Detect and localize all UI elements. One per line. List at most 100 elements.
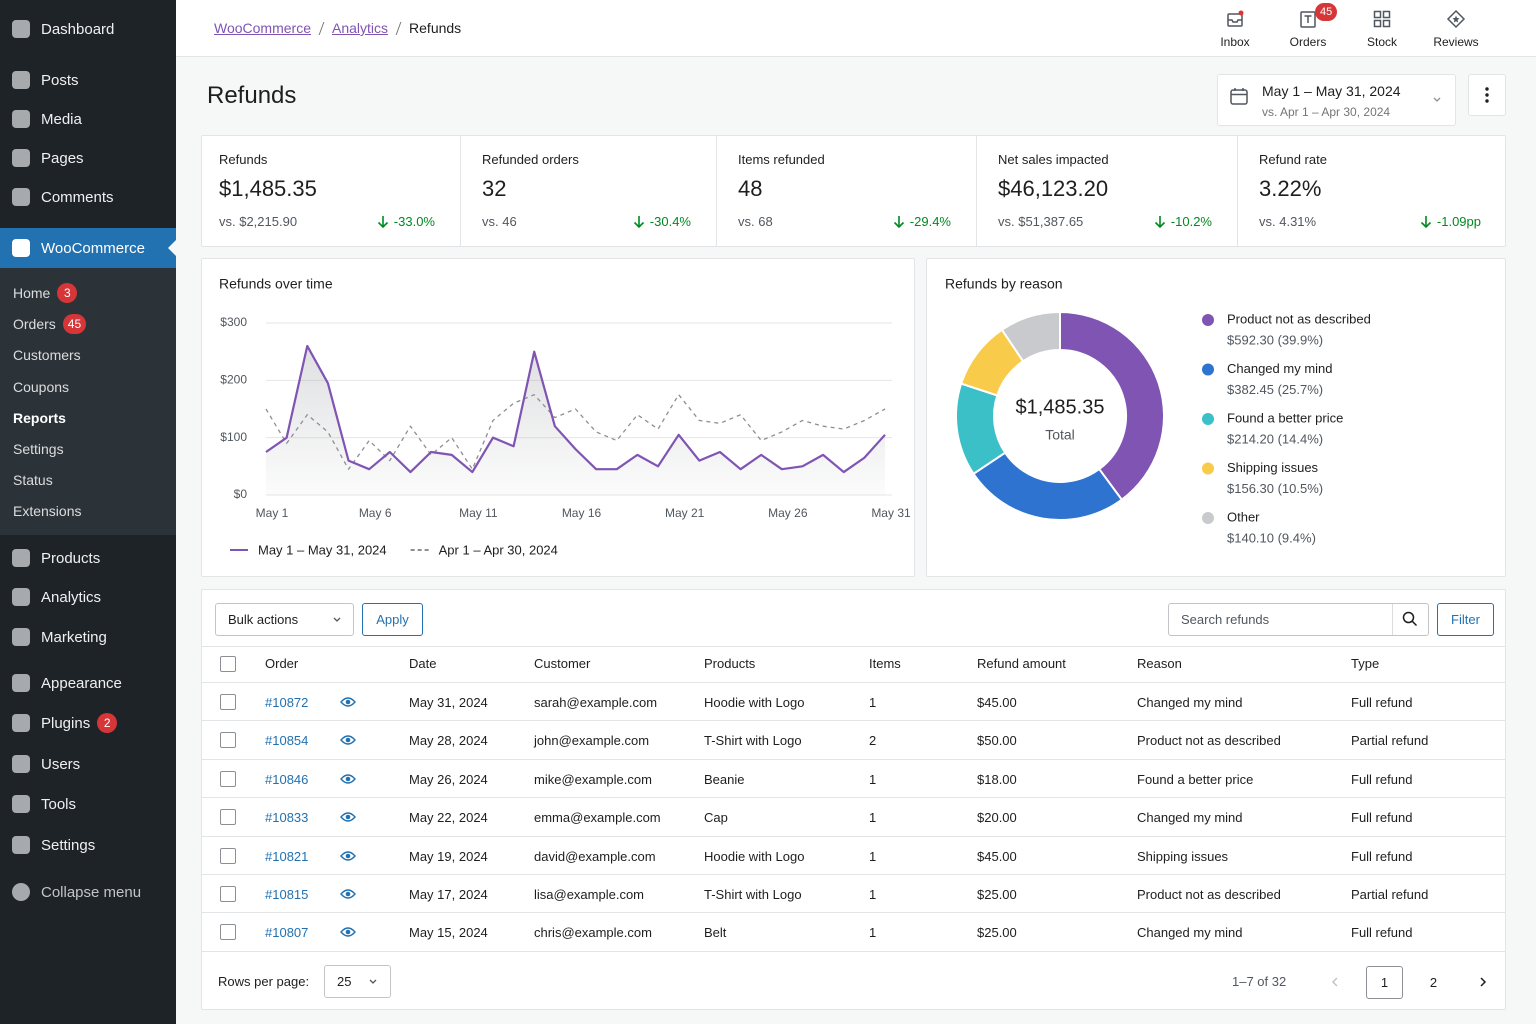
- rows-per-page-select[interactable]: 25: [324, 965, 391, 998]
- header-action[interactable]: Stock: [1347, 0, 1417, 56]
- menu-icon: [12, 755, 30, 773]
- menu-item[interactable]: Tools: [0, 784, 176, 824]
- menu-item[interactable]: Marketing: [0, 617, 176, 657]
- more-button[interactable]: [1468, 74, 1506, 116]
- breadcrumb-link[interactable]: WooCommerce: [214, 20, 311, 36]
- view-icon[interactable]: [340, 773, 356, 785]
- header-action[interactable]: Reviews: [1421, 0, 1491, 56]
- menu-label: Plugins: [41, 714, 91, 732]
- order-link[interactable]: #10833: [265, 810, 309, 826]
- page-button[interactable]: 2: [1415, 966, 1452, 999]
- table-cell: $50.00: [977, 733, 1017, 749]
- kpi-delta: -33.0%: [377, 214, 435, 229]
- date-picker[interactable]: May 1 – May 31, 2024 vs. Apr 1 – Apr 30,…: [1217, 74, 1456, 126]
- table-cell: Shipping issues: [1137, 848, 1229, 864]
- order-link[interactable]: #10807: [265, 925, 309, 941]
- menu-item[interactable]: Status: [0, 465, 176, 496]
- menu-icon: [12, 714, 30, 732]
- search-input[interactable]: Search refunds: [1168, 603, 1429, 636]
- checkbox[interactable]: [220, 656, 236, 672]
- menu-item[interactable]: Products: [0, 538, 176, 578]
- checkbox[interactable]: [220, 886, 236, 902]
- menu-item[interactable]: Extensions: [0, 496, 176, 527]
- table-row: [202, 683, 1505, 722]
- menu-item[interactable]: Settings: [0, 825, 176, 865]
- menu-label: Posts: [41, 71, 79, 89]
- column-header: Reason: [1137, 656, 1182, 671]
- menu-label: Status: [13, 472, 53, 488]
- apply-button[interactable]: Apply: [362, 603, 423, 636]
- menu-item[interactable]: Settings: [0, 434, 176, 465]
- menu-item[interactable]: Users: [0, 744, 176, 784]
- checkbox[interactable]: [220, 847, 236, 864]
- order-link[interactable]: #10872: [265, 695, 309, 710]
- menu-item[interactable]: Posts: [0, 60, 176, 100]
- view-icon[interactable]: [340, 696, 356, 708]
- page-button[interactable]: 1: [1366, 966, 1403, 999]
- table-cell: 1: [869, 887, 877, 902]
- checkbox[interactable]: [220, 770, 236, 787]
- checkbox[interactable]: [220, 694, 236, 710]
- view-icon[interactable]: [340, 850, 356, 862]
- kpi-compare: vs. 46: [482, 214, 517, 229]
- menu-item[interactable]: Pages: [0, 138, 176, 178]
- checkbox[interactable]: [220, 809, 236, 826]
- table-row: [202, 913, 1505, 952]
- menu-item[interactable]: Home 3: [0, 278, 176, 309]
- breadcrumb-link[interactable]: Analytics: [332, 20, 389, 36]
- order-link[interactable]: #10815: [265, 887, 309, 902]
- menu-icon: [12, 628, 30, 646]
- view-icon[interactable]: [340, 811, 356, 823]
- sidebar: Dashboard Posts Media Pages Comments WooComme…: [0, 0, 176, 1024]
- menu-item[interactable]: Collapse menu: [0, 874, 176, 910]
- view-icon[interactable]: [340, 926, 356, 938]
- menu-item[interactable]: Dashboard: [0, 9, 176, 49]
- menu-icon: [12, 239, 30, 257]
- x-tick-label: May 21: [665, 506, 705, 520]
- checkbox[interactable]: [220, 732, 236, 749]
- table-cell: Changed my mind: [1137, 695, 1243, 710]
- menu-label: WooCommerce: [41, 239, 145, 257]
- kpi-cell[interactable]: Items refunded 48 vs. 68 -29.4%: [716, 136, 976, 246]
- table-cell: 1: [869, 771, 877, 787]
- table-cell: john@example.com: [534, 733, 650, 749]
- menu-item[interactable]: Analytics: [0, 577, 176, 617]
- order-link[interactable]: #10821: [265, 848, 309, 864]
- menu-item[interactable]: Plugins 2: [0, 703, 176, 743]
- menu-label: Users: [41, 755, 81, 773]
- table-cell: Product not as described: [1137, 733, 1281, 749]
- table-row: [202, 875, 1505, 914]
- menu-item[interactable]: Appearance: [0, 663, 176, 703]
- donut-slice: [1059, 310, 1165, 502]
- menu-item[interactable]: Orders 45: [0, 309, 176, 340]
- filter-button[interactable]: Filter: [1437, 603, 1494, 636]
- legend-value: $156.30 (10.5%): [1227, 481, 1323, 496]
- checkbox[interactable]: [220, 924, 236, 941]
- menu-item[interactable]: Comments: [0, 177, 176, 217]
- kpi-cell[interactable]: Net sales impacted $46,123.20 vs. $51,387.…: [976, 136, 1237, 246]
- menu-item[interactable]: Reports: [0, 403, 176, 434]
- order-link[interactable]: #10846: [265, 771, 309, 787]
- menu-icon: [12, 110, 30, 128]
- kpi-cell[interactable]: Refunded orders 32 vs. 46 -30.4%: [460, 136, 716, 246]
- header-action[interactable]: Orders 45: [1273, 0, 1343, 56]
- breadcrumb: WooCommerce Analytics Refunds: [214, 20, 461, 36]
- bulk-actions-select[interactable]: Bulk actions: [215, 603, 354, 636]
- view-icon[interactable]: [340, 734, 356, 746]
- compare-range: vs. Apr 1 – Apr 30, 2024: [1262, 105, 1391, 119]
- menu-item[interactable]: Media: [0, 99, 176, 139]
- order-link[interactable]: #10854: [265, 733, 309, 749]
- table-cell: mike@example.com: [534, 771, 652, 787]
- kpi-compare: vs. 68: [738, 214, 773, 229]
- kpi-value: $46,123.20: [998, 176, 1109, 201]
- kpi-cell[interactable]: Refund rate 3.22% vs. 4.31% -1.09pp: [1237, 136, 1506, 246]
- chevron: [1331, 977, 1338, 987]
- menu-item[interactable]: Coupons: [0, 372, 176, 403]
- menu-item[interactable]: WooCommerce: [0, 228, 176, 268]
- menu-icon: [12, 549, 30, 567]
- kpi-cell[interactable]: Refunds $1,485.35 vs. $2,215.90 -33.0%: [202, 136, 460, 246]
- menu-label: Settings: [41, 836, 96, 854]
- header-action[interactable]: Inbox: [1200, 0, 1270, 56]
- menu-item[interactable]: Customers: [0, 340, 176, 371]
- view-icon[interactable]: [340, 888, 356, 900]
